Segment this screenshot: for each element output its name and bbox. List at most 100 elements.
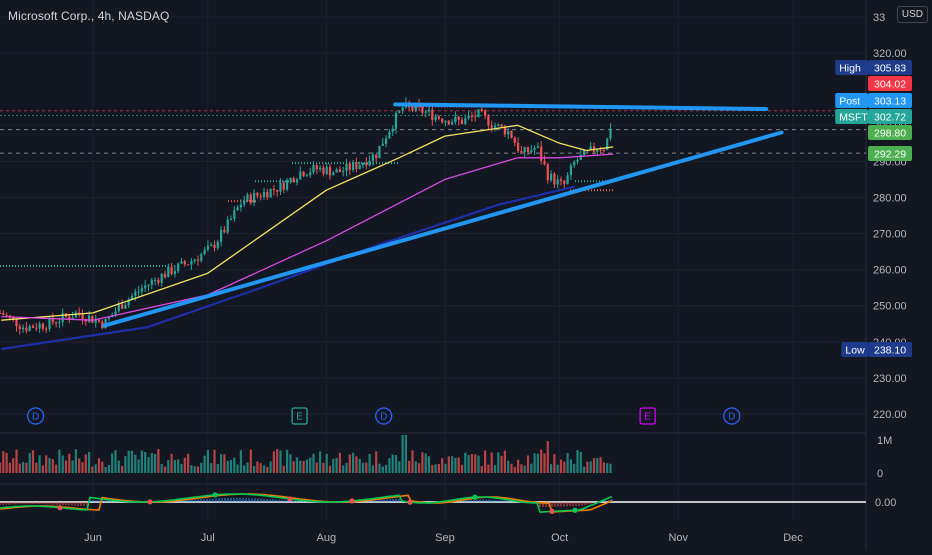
candle-body[interactable] [336,169,338,172]
candle-body[interactable] [448,121,450,125]
candle-body[interactable] [114,311,116,315]
moving-average-ma_slow[interactable] [1,187,575,349]
candle-body[interactable] [316,165,318,169]
dividend-event-marker[interactable]: D [724,408,740,424]
dividend-event-marker[interactable]: D [28,408,44,424]
trendline[interactable] [395,104,766,109]
candle-body[interactable] [319,168,321,170]
candle-body[interactable] [392,129,394,132]
candle-body[interactable] [527,147,529,152]
candle-body[interactable] [520,151,522,152]
candle-body[interactable] [309,172,311,175]
candle-body[interactable] [227,220,229,233]
candle-body[interactable] [468,116,470,118]
candle-body[interactable] [223,230,225,233]
candle-body[interactable] [477,109,479,117]
candle-body[interactable] [35,328,37,329]
candle-body[interactable] [171,267,173,274]
candle-body[interactable] [138,291,140,292]
candle-body[interactable] [557,179,559,184]
candle-body[interactable] [98,320,100,322]
candle-body[interactable] [237,207,239,210]
candle-body[interactable] [48,318,50,329]
candle-body[interactable] [362,163,364,165]
candle-body[interactable] [421,107,423,113]
candle-body[interactable] [339,169,341,172]
candle-body[interactable] [220,230,222,242]
candle-body[interactable] [204,250,206,254]
candle-body[interactable] [553,174,555,185]
candle-body[interactable] [349,164,351,170]
candle-body[interactable] [372,154,374,160]
candle-body[interactable] [161,274,163,283]
candle-body[interactable] [32,326,34,328]
candle-body[interactable] [2,313,4,315]
candle-body[interactable] [276,190,278,192]
candle-body[interactable] [332,173,334,176]
candle-body[interactable] [567,175,569,184]
candle-body[interactable] [246,195,248,201]
candle-body[interactable] [147,285,149,286]
candle-body[interactable] [355,162,357,169]
candle-body[interactable] [600,150,602,151]
candle-body[interactable] [375,154,377,158]
candle-body[interactable] [263,192,265,197]
candle-body[interactable] [411,106,413,110]
candle-body[interactable] [402,108,404,111]
candle-body[interactable] [560,179,562,180]
candle-body[interactable] [75,313,77,318]
candle-body[interactable] [540,146,542,160]
candle-body[interactable] [303,172,305,177]
candle-body[interactable] [514,138,516,143]
candle-body[interactable] [177,264,179,272]
candle-body[interactable] [365,163,367,165]
candle-body[interactable] [164,274,166,277]
candle-body[interactable] [461,120,463,124]
candle-body[interactable] [187,264,189,265]
candle-body[interactable] [118,304,120,311]
candle-body[interactable] [487,115,489,125]
candle-body[interactable] [471,116,473,117]
candle-body[interactable] [603,150,605,151]
candle-body[interactable] [270,189,272,197]
candle-body[interactable] [359,165,361,169]
candle-body[interactable] [39,324,41,329]
candle-body[interactable] [534,148,536,150]
candle-body[interactable] [369,161,371,166]
candle-body[interactable] [217,242,219,248]
candle-body[interactable] [250,195,252,203]
candle-body[interactable] [200,254,202,261]
candle-body[interactable] [537,146,539,147]
candle-body[interactable] [530,150,532,152]
earnings-event-marker[interactable]: E [292,408,307,424]
candle-body[interactable] [431,110,433,120]
candle-body[interactable] [58,322,60,323]
candle-body[interactable] [260,196,262,197]
candle-body[interactable] [388,132,390,139]
candle-body[interactable] [451,122,453,124]
candle-body[interactable] [151,280,153,285]
candle-body[interactable] [266,192,268,198]
candle-body[interactable] [491,126,493,128]
candle-body[interactable] [279,183,281,192]
candle-body[interactable] [609,129,611,139]
candle-body[interactable] [273,189,275,190]
candle-body[interactable] [507,131,509,134]
earnings-event-marker[interactable]: E [640,408,655,424]
candle-body[interactable] [121,304,123,308]
candle-body[interactable] [441,119,443,122]
candle-body[interactable] [240,205,242,208]
candle-body[interactable] [167,267,169,277]
candle-body[interactable] [444,121,446,123]
candle-body[interactable] [25,328,27,331]
candle-body[interactable] [210,245,212,246]
candle-body[interactable] [306,175,308,176]
candle-body[interactable] [124,305,126,309]
candle-body[interactable] [134,292,136,296]
candle-body[interactable] [233,210,235,219]
candle-body[interactable] [382,144,384,146]
candle-body[interactable] [157,280,159,283]
candle-body[interactable] [299,172,301,180]
candle-body[interactable] [256,193,258,196]
